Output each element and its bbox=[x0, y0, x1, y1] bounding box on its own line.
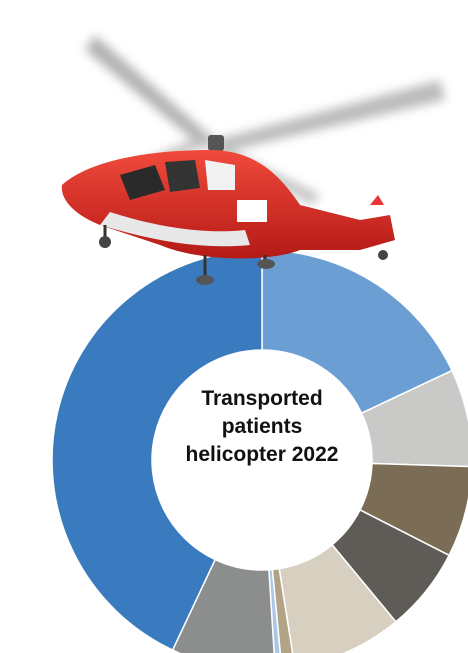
chart-title: Transported patients helicopter 2022 bbox=[185, 387, 339, 466]
donut-hole bbox=[152, 350, 372, 570]
donut bbox=[51, 249, 468, 653]
helicopter-image bbox=[61, 35, 445, 285]
